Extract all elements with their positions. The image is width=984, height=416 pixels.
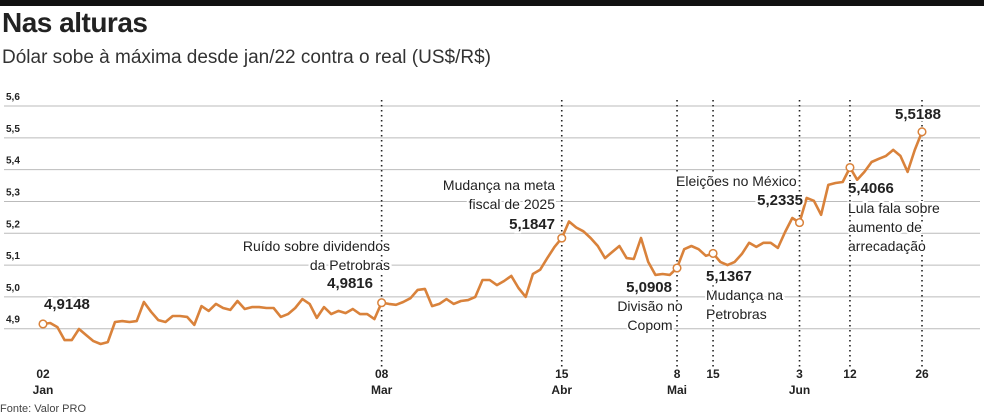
x-tick-label: 8 (674, 367, 681, 381)
top-rule (0, 0, 984, 6)
y-tick-label: 5,6 (6, 92, 20, 103)
value-label: 5,5188 (895, 106, 941, 123)
annotation: da Petrobras (310, 257, 390, 273)
annotation: Mudança na (706, 287, 783, 303)
annotation: fiscal de 2025 (469, 196, 556, 212)
value-label: 5,1367 (706, 268, 752, 285)
value-label: 5,0908 (626, 279, 672, 296)
x-tick-label: 02 (36, 367, 50, 381)
marker (557, 233, 567, 243)
marker (794, 218, 805, 228)
annotation: Lula fala sobre (848, 200, 940, 216)
value-label: 4,9148 (44, 296, 90, 313)
x-month-label: Jun (789, 383, 810, 397)
y-tick-label: 5,5 (6, 124, 20, 135)
annotation: Divisão no (617, 298, 683, 314)
y-tick-label: 5,4 (6, 156, 20, 167)
x-tick-label: 12 (843, 367, 857, 381)
y-tick-label: 5,1 (6, 251, 20, 262)
chart-title: Nas alturas (2, 7, 147, 38)
annotation: Copom (627, 317, 672, 333)
y-tick-label: 5,3 (6, 187, 20, 198)
x-month-label: Jan (33, 383, 54, 397)
x-tick-label: 3 (796, 367, 803, 381)
marker (377, 298, 387, 308)
x-tick-label: 08 (375, 367, 389, 381)
marker (672, 263, 682, 273)
annotation: aumento de (848, 219, 922, 235)
x-tick-label: 26 (915, 367, 929, 381)
x-month-label: Abr (551, 383, 572, 397)
y-tick-label: 5,0 (6, 283, 20, 294)
x-month-label: Mai (667, 383, 687, 397)
value-label: 5,2335 (757, 192, 803, 209)
chart-subtitle: Dólar sobe à máxima desde jan/22 contra … (2, 47, 491, 68)
source: Fonte: Valor PRO (0, 403, 86, 415)
x-tick-label: 15 (706, 367, 720, 381)
x-tick-label: 15 (555, 367, 569, 381)
value-label: 4,9816 (327, 275, 373, 292)
x-month-label: Mar (371, 383, 393, 397)
value-label: 5,1847 (509, 216, 555, 233)
y-tick-label: 4,9 (6, 315, 20, 326)
annotation: Mudança na meta (443, 177, 555, 193)
marker (917, 127, 927, 137)
value-label: 5,4066 (848, 180, 894, 197)
annotation: Petrobras (706, 306, 767, 322)
line (42, 131, 924, 346)
annotation: Ruído sobre dividendos (243, 238, 390, 254)
marker (38, 319, 48, 329)
annotation: Eleições no México (676, 173, 797, 189)
annotation: arrecadação (848, 238, 926, 254)
marker (708, 248, 718, 258)
marker (845, 162, 855, 173)
y-tick-label: 5,2 (6, 219, 20, 230)
